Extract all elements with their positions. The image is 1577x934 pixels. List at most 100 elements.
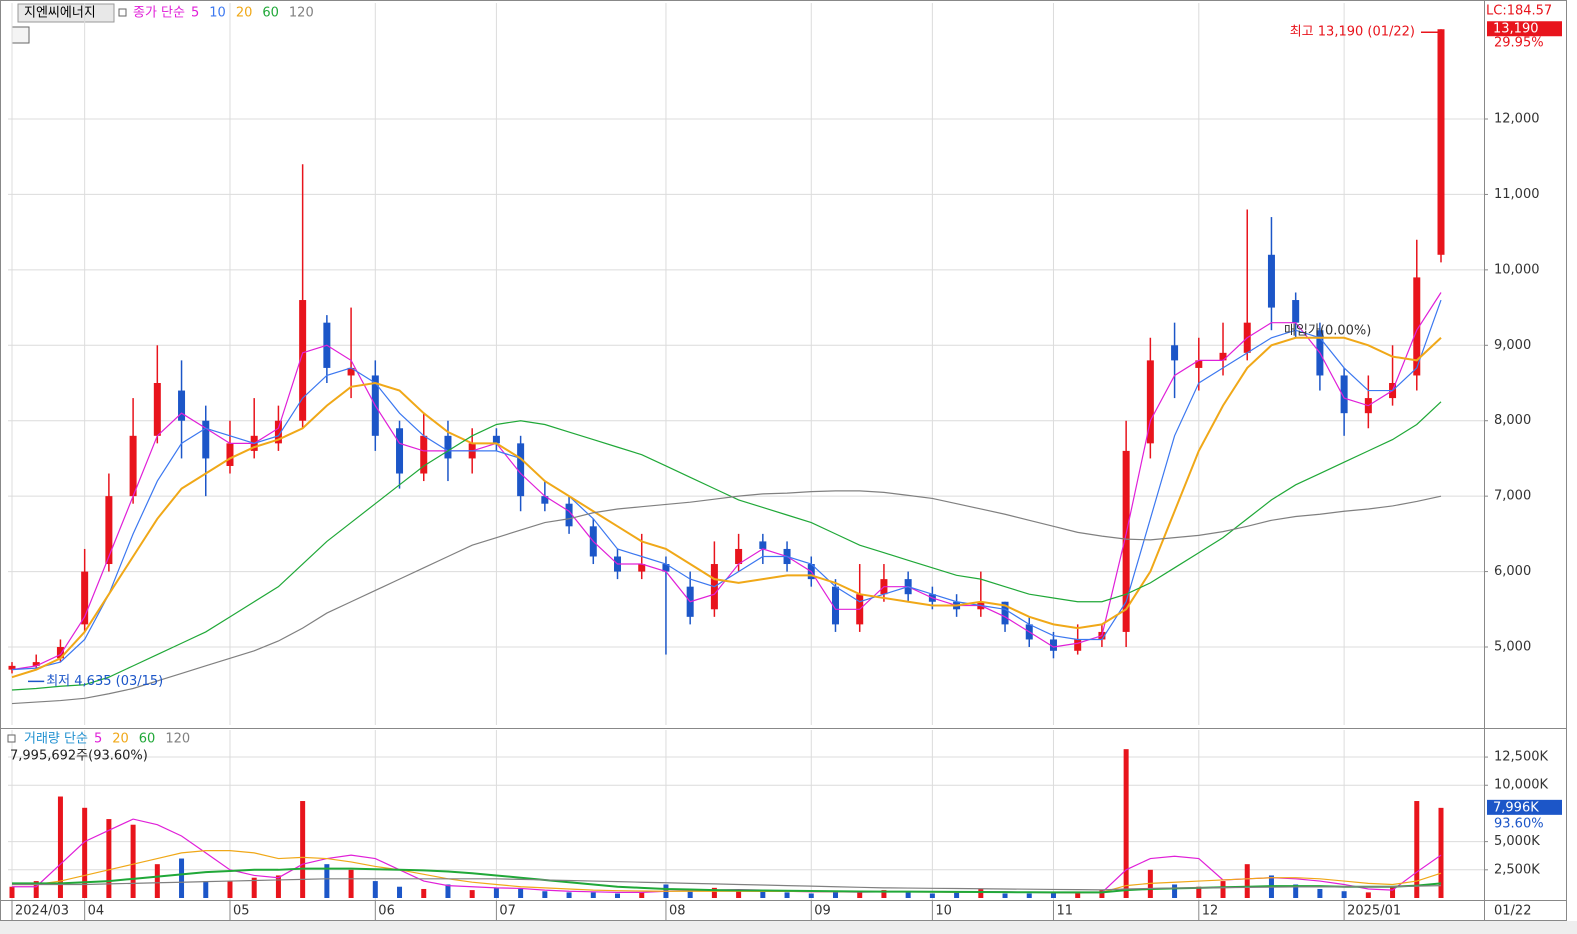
x-last-date: 01/22 [1494,904,1531,919]
min-annotation: 최저 4,635 (03/15) [46,674,163,689]
legend-entry: 20 [112,732,129,747]
candle-body [81,571,89,625]
legend-entry: 120 [289,6,314,21]
scrollbar[interactable] [0,921,1577,934]
x-tick-label: 07 [499,904,516,919]
candle-body [1146,360,1154,444]
price-tag: 13,190 [1493,22,1539,37]
legend-entry: 10 [209,6,226,21]
y-tick-label: 6,000 [1494,564,1531,579]
candle-body [759,541,767,549]
x-tick-label: 09 [814,904,831,919]
volume-bar [324,864,330,898]
volume-bar [493,887,499,898]
volume-bar [929,893,935,898]
stock-name-box[interactable] [17,3,115,23]
volume-bar [687,891,693,898]
volume-bar [808,893,814,898]
candle-body [1195,360,1203,368]
price-tag-bg [1487,21,1562,37]
candle-body [492,435,500,444]
y-tick-label: 5,000K [1494,834,1540,849]
volume-bar [300,801,306,898]
volume-bar [1390,886,1396,898]
candle-body [153,383,161,436]
volume-bar [1414,801,1420,898]
x-tick-label: 2024/03 [15,904,69,919]
frame [0,0,1567,921]
ma-line [12,878,1442,891]
legend-entry: 20 [236,6,253,21]
volume-bar [1341,891,1347,898]
stock-name: 지엔씨에너지 [24,6,96,21]
candle-body [105,496,113,565]
volume-bar [1365,892,1371,898]
volume-tag: 7,996K [1493,800,1539,815]
volume-bar [518,888,524,898]
volume-bar [566,892,572,898]
lc-label: LC:184.57 [1486,4,1552,19]
candle-body [274,420,282,444]
volume-bar [57,796,63,898]
ma-line [11,336,1442,679]
volume-label: 7,995,692주(93.60%) [10,749,148,764]
x-tick-label: 11 [1056,904,1073,919]
candle-body [396,428,404,474]
x-tick-label: 04 [88,904,105,919]
volume-bar [1317,888,1323,898]
candle-body [56,647,64,659]
y-tick-label: 11,000 [1494,187,1540,202]
legend-entry: 5 [94,732,102,747]
candle-body [420,435,428,474]
volume-bar [1050,892,1056,898]
volume-tag-bg [1487,799,1562,815]
volume-bar [760,891,766,898]
volume-bar [348,869,354,898]
candle-body [1074,639,1082,651]
candle-body [541,496,549,504]
y-tick-label: 10,000K [1494,778,1548,793]
candle-body [32,662,40,666]
volume-bar [251,877,257,898]
volume-bar [639,892,645,898]
candle-body [299,300,307,421]
volume-bar [227,881,233,898]
volume-bar [857,892,863,898]
candle-body [662,564,670,572]
volume-bar [1075,893,1081,898]
candle-body [1049,639,1057,651]
candle-body [1001,601,1009,625]
candle-body [444,435,452,459]
volume-bar [954,892,960,898]
volume-bar [469,890,475,898]
volume-bar [421,888,427,898]
table-icon[interactable] [11,26,30,44]
volume-bar [1196,886,1202,898]
legend-box [7,734,16,743]
x-tick-label: 12 [1202,904,1219,919]
legend-entry: 5 [191,6,199,21]
change-label: 29.95% [1494,36,1544,51]
volume-bar [275,875,281,898]
y-tick-label: 12,500K [1494,750,1548,765]
y-tick-label: 12,000 [1494,112,1540,127]
candle-body [1340,375,1348,414]
volume-bar [542,891,548,898]
y-tick-label: 8,000 [1494,413,1531,428]
volume-bar [203,881,209,898]
legend-title: 거래량 단순 [24,732,88,747]
y-tick-label: 2,500K [1494,862,1540,877]
plot-layer: 2024/03 04 05 06 07 08 09 10 11 12 2025/01 01/22 5,0… [7,3,1562,920]
volume-bar [1002,893,1008,898]
volume-bar [736,890,742,898]
volume-bar [711,887,717,898]
candle-body [347,367,355,376]
cost-annotation: 매입가(0.00%) [1284,324,1371,339]
candle-body [226,443,234,466]
volume-change-label: 93.60% [1494,816,1544,831]
y-tick-label: 7,000 [1494,489,1531,504]
x-tick-label: 05 [233,904,250,919]
volume-bar [590,892,596,898]
volume-bar [1293,884,1299,898]
